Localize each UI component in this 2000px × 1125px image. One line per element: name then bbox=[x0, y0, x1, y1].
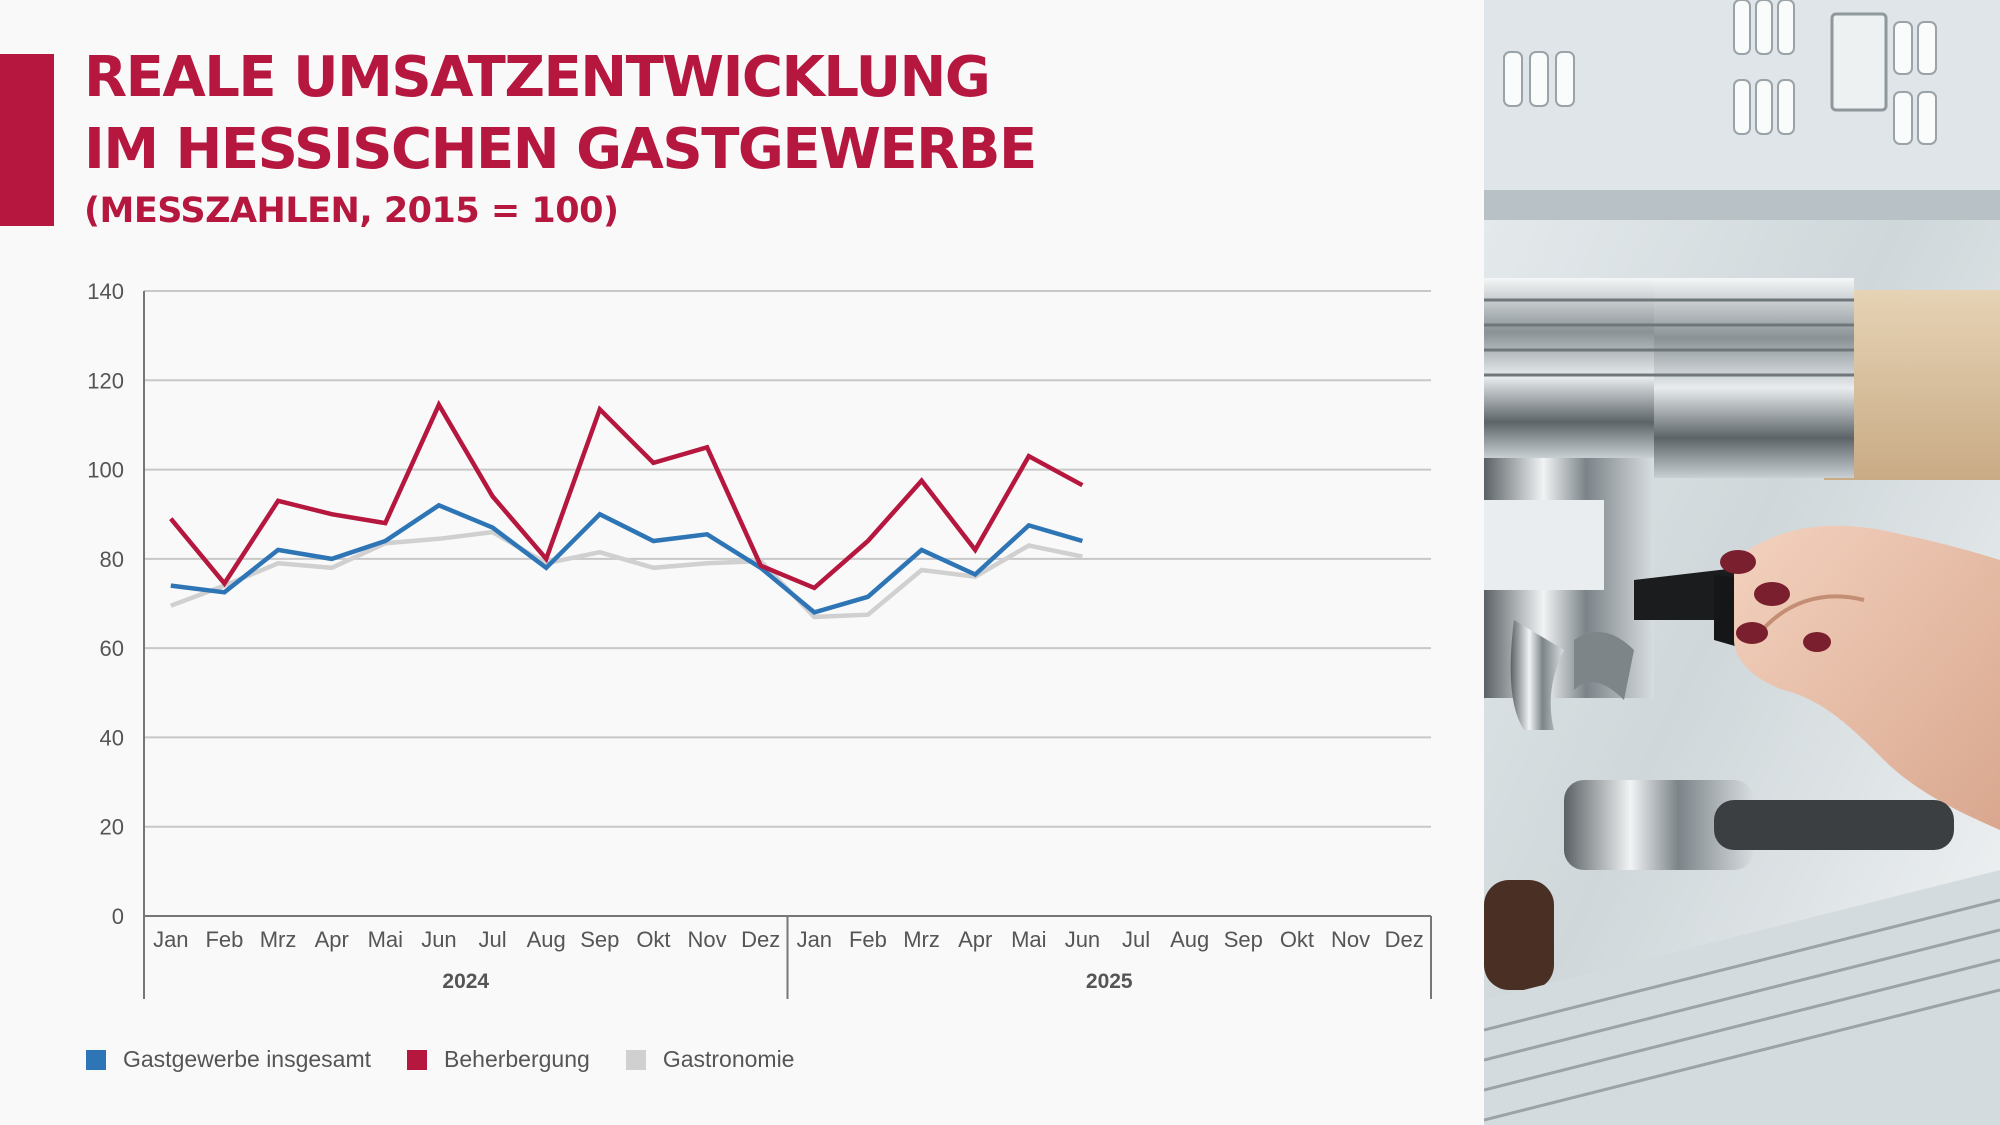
chart-legend: Gastgewerbe insgesamt Beherbergung Gastron… bbox=[86, 1046, 794, 1073]
x-tick-label: Nov bbox=[1331, 927, 1370, 952]
legend-label: Beherbergung bbox=[444, 1046, 590, 1072]
x-tick-label: Dez bbox=[1385, 927, 1424, 952]
legend-label: Gastronomie bbox=[662, 1046, 795, 1072]
x-tick-label: Dez bbox=[741, 927, 780, 952]
x-tick-label: Jan bbox=[153, 927, 188, 952]
x-tick-label: Feb bbox=[205, 927, 243, 952]
series-line-gastronomie bbox=[170, 529, 1083, 620]
x-tick-label: Nov bbox=[688, 927, 727, 952]
legend-label: Gastgewerbe insgesamt bbox=[123, 1046, 372, 1072]
brand-accent-bar bbox=[0, 54, 54, 226]
legend-swatch bbox=[625, 1049, 646, 1070]
x-group-label: 2024 bbox=[442, 970, 489, 993]
x-tick-label: Mai bbox=[368, 927, 403, 952]
line-chart: 0 20 40 60 80 100 120 140 Jan Feb Mrz Apr Mai Jun Jul A… bbox=[87, 279, 1432, 999]
x-tick-label: Okt bbox=[1280, 927, 1314, 952]
legend-item: Gastronomie bbox=[625, 1046, 795, 1073]
x-tick-label: Sep bbox=[580, 927, 619, 952]
series-line-gastgewerbe-insgesamt bbox=[170, 502, 1084, 615]
page-title: REALE UMSATZENTWICKLUNG IM HESSISCHEN GA… bbox=[84, 42, 1037, 186]
x-tick-label: Jun bbox=[1065, 927, 1100, 952]
x-tick-label: Mrz bbox=[260, 927, 297, 952]
y-tick-label: 120 bbox=[87, 368, 124, 393]
x-tick-label: Jun bbox=[421, 927, 456, 952]
title-line-1: REALE UMSATZENTWICKLUNG bbox=[84, 45, 991, 110]
x-tick-label: Apr bbox=[958, 927, 992, 952]
y-tick-label: 100 bbox=[87, 458, 124, 483]
y-tick-label: 80 bbox=[100, 547, 124, 572]
legend-swatch bbox=[86, 1049, 106, 1070]
y-tick-label: 60 bbox=[100, 636, 124, 661]
x-tick-label: Mai bbox=[1011, 927, 1046, 952]
x-group-label: 2025 bbox=[1086, 970, 1133, 993]
series-line-beherbergung bbox=[169, 399, 1084, 591]
legend-item: Gastgewerbe insgesamt bbox=[86, 1046, 371, 1073]
x-tick-label: Jul bbox=[1122, 927, 1150, 952]
espresso-machine-photo bbox=[1484, 0, 2000, 1125]
legend-swatch bbox=[407, 1049, 428, 1070]
y-tick-label: 140 bbox=[87, 279, 124, 304]
x-tick-label: Feb bbox=[849, 927, 887, 952]
x-tick-label: Jul bbox=[479, 927, 507, 952]
title-line-2: IM HESSISCHEN GASTGEWERBE bbox=[84, 117, 1037, 182]
x-tick-label: Sep bbox=[1224, 927, 1263, 952]
x-tick-label: Okt bbox=[636, 927, 670, 952]
x-tick-label: Mrz bbox=[903, 927, 940, 952]
photo-illustration bbox=[1484, 0, 2000, 1125]
x-tick-label: Apr bbox=[315, 927, 349, 952]
x-tick-label: Jan bbox=[797, 927, 832, 952]
x-tick-label: Aug bbox=[1170, 927, 1209, 952]
legend-item: Beherbergung bbox=[407, 1046, 590, 1073]
y-tick-label: 0 bbox=[112, 904, 124, 929]
y-tick-label: 40 bbox=[100, 725, 124, 750]
page-subtitle: (MESSZAHLEN, 2015 = 100) bbox=[84, 191, 619, 231]
y-tick-label: 20 bbox=[100, 815, 124, 840]
x-tick-label: Aug bbox=[527, 927, 566, 952]
